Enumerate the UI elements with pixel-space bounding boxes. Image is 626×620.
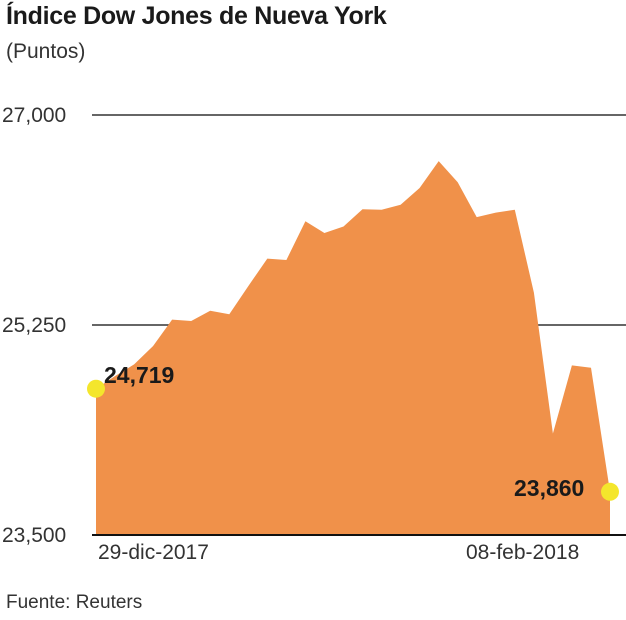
y-tick-25250: 25,250 bbox=[2, 314, 66, 337]
y-tick-23500: 23,500 bbox=[2, 524, 66, 547]
source-note: Fuente: Reuters bbox=[6, 592, 143, 613]
start-marker bbox=[87, 379, 105, 398]
chart-title: Índice Dow Jones de Nueva York bbox=[6, 2, 387, 30]
chart-subtitle: (Puntos) bbox=[6, 40, 86, 63]
x-tick-end: 08-feb-2018 bbox=[466, 541, 579, 564]
area-chart: 27,000 25,250 23,500 29-dic-2017 08-feb-… bbox=[2, 104, 626, 564]
end-value-label: 23,860 bbox=[514, 475, 584, 501]
x-tick-start: 29-dic-2017 bbox=[98, 541, 209, 564]
start-value-label: 24,719 bbox=[104, 362, 174, 388]
y-tick-27000: 27,000 bbox=[2, 104, 66, 127]
area-series bbox=[96, 161, 610, 535]
end-marker bbox=[601, 482, 619, 501]
